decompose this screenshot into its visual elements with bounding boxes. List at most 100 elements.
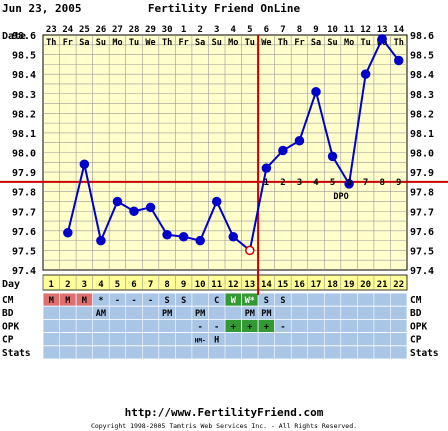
- date-tick-label: 26: [95, 25, 106, 35]
- dpo-label: 6: [346, 178, 351, 188]
- date-tick-label: 5: [247, 25, 252, 35]
- temperature-point: [96, 235, 106, 246]
- y-tick-label-right: 98.4: [410, 70, 434, 81]
- dpo-label: 5: [330, 178, 335, 188]
- weekday-tick-label: Mo: [112, 38, 122, 48]
- dpo-label: 7: [363, 178, 368, 188]
- day-number: 22: [393, 280, 404, 290]
- day-number: 13: [244, 280, 255, 290]
- y-tick-label-right: 97.8: [410, 188, 434, 199]
- row-cell-value: -: [131, 296, 136, 306]
- y-tick-label-right: 98.2: [410, 109, 434, 120]
- y-tick-label-left: 97.5: [12, 246, 36, 257]
- date-tick-label: 13: [377, 25, 388, 35]
- temperature-point: [327, 151, 338, 162]
- dpo-text: DPO: [333, 192, 348, 202]
- y-tick-label-right: 97.5: [410, 246, 434, 257]
- row-cell-value: S: [280, 296, 285, 306]
- date-tick-label: 28: [129, 25, 140, 35]
- dpo-label: 4: [313, 178, 319, 188]
- row-cell-value: PM: [195, 309, 205, 319]
- weekday-tick-label: Sa: [195, 38, 205, 48]
- row-cell-value: C: [214, 296, 219, 306]
- y-tick-label-left: 98.4: [12, 70, 36, 81]
- footer-url[interactable]: http://www.FertilityFriend.com: [125, 406, 324, 419]
- y-tick-label-right: 97.9: [410, 168, 434, 179]
- row-label-right: CP: [410, 335, 422, 346]
- y-tick-label-right: 97.6: [410, 227, 434, 238]
- temperature-point: [195, 235, 205, 246]
- weekday-tick-label: Mo: [344, 38, 354, 48]
- y-tick-label-left: 97.7: [12, 207, 36, 218]
- date-row-label: Date: [2, 31, 26, 42]
- row-label-left: CM: [2, 295, 14, 306]
- y-tick-label-right: 98.0: [410, 149, 434, 160]
- temperature-point: [228, 231, 239, 242]
- row-cell-value: *: [98, 296, 103, 306]
- day-number: 19: [344, 280, 355, 290]
- row-cell-value: H: [214, 336, 219, 346]
- temperature-point: [162, 230, 172, 240]
- dpo-label: 1: [264, 178, 269, 188]
- weekday-tick-label: We: [261, 38, 271, 48]
- weekday-tick-label: Tu: [245, 38, 255, 48]
- y-tick-label-left: 97.6: [12, 227, 36, 238]
- row-cell-value: -: [214, 322, 219, 332]
- y-tick-label-left: 98.1: [12, 129, 36, 140]
- dpo-label: 3: [297, 178, 302, 188]
- dpo-label: 2: [280, 178, 285, 188]
- row-cell-value: PM: [245, 309, 255, 319]
- weekday-tick-label: Th: [162, 38, 172, 48]
- row-label-right: Stats: [410, 348, 439, 359]
- day-number: 2: [65, 280, 70, 290]
- row-cell-value: +: [264, 322, 269, 332]
- row-label-left: Stats: [2, 348, 31, 359]
- temperature-point: [112, 196, 123, 207]
- day-number: 15: [277, 280, 288, 290]
- date-tick-label: 12: [360, 25, 371, 35]
- temperature-point: [311, 87, 321, 97]
- date-tick-label: 11: [344, 25, 355, 35]
- temperature-point: [211, 196, 222, 207]
- row-cell-highlight: [225, 319, 242, 333]
- row-cell-value: -: [115, 296, 120, 306]
- day-row-label: Day: [2, 279, 20, 290]
- row-cell-value: -: [280, 322, 285, 332]
- temperature-point: [145, 202, 156, 213]
- row-label-right: CM: [410, 295, 422, 306]
- row-cell-value: S: [264, 296, 269, 306]
- day-number: 10: [195, 280, 206, 290]
- weekday-tick-label: Th: [278, 38, 288, 48]
- footer-copyright: Copyright 1998-2005 Tamtris Web Services…: [91, 422, 357, 430]
- row-cell-value: AM: [96, 309, 106, 319]
- temperature-point: [344, 179, 354, 189]
- day-number: 1: [49, 280, 54, 290]
- y-tick-label-right: 98.6: [410, 31, 434, 42]
- y-tick-label-right: 98.1: [410, 129, 434, 140]
- y-tick-label-left: 97.9: [12, 168, 36, 179]
- row-label-right: OPK: [410, 321, 427, 332]
- weekday-tick-label: Fr: [179, 38, 189, 48]
- temperature-point: [178, 231, 189, 242]
- y-tick-label-left: 98.5: [12, 51, 36, 62]
- y-tick-label-right: 98.5: [410, 51, 434, 62]
- y-tick-label-left: 97.8: [12, 188, 36, 199]
- weekday-tick-label: Th: [394, 38, 404, 48]
- row-cell-value: W*: [245, 296, 255, 306]
- row-cell-value: S: [165, 296, 170, 306]
- date-tick-label: 7: [280, 25, 285, 35]
- row-cell-highlight: [43, 293, 60, 306]
- date-tick-label: 3: [214, 25, 219, 35]
- day-number: 3: [82, 280, 87, 290]
- weekday-tick-label: Fr: [294, 38, 304, 48]
- row-cell-value: PM: [162, 309, 172, 319]
- day-number: 14: [261, 280, 272, 290]
- date-tick-label: 24: [62, 25, 73, 35]
- weekday-tick-label: Su: [327, 38, 337, 48]
- row-cell-highlight: [76, 293, 93, 306]
- day-number: 18: [327, 280, 338, 290]
- row-label-left: BD: [2, 308, 14, 319]
- date-tick-label: 25: [79, 25, 90, 35]
